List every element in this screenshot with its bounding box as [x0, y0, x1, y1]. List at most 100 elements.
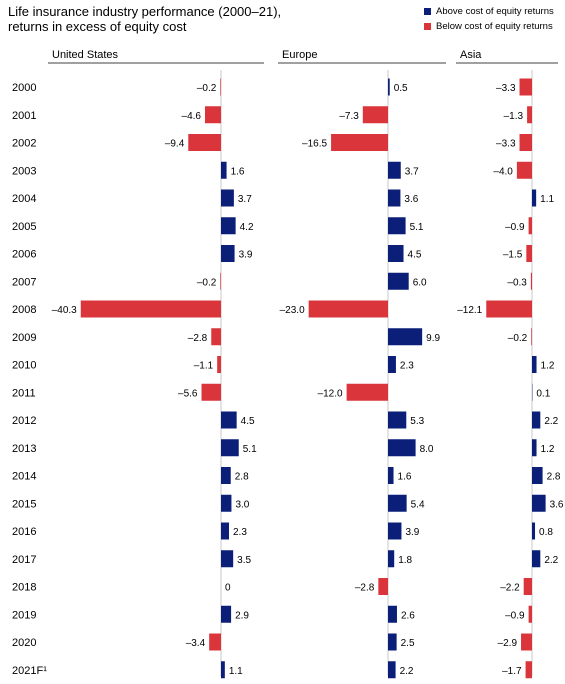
data-label-1-17: 1.8 — [398, 555, 412, 566]
category-label-13: 2013 — [12, 443, 36, 455]
data-label-2-5: –0.9 — [505, 222, 525, 233]
data-label-1-7: 6.0 — [413, 277, 427, 288]
data-label-2-8: –12.1 — [457, 305, 482, 316]
data-label-2-18: –2.2 — [500, 583, 520, 594]
title-line-2: returns in excess of equity cost — [8, 19, 187, 34]
data-label-0-8: –40.3 — [52, 305, 77, 316]
data-label-2-0: –3.3 — [496, 83, 516, 94]
data-label-0-18: 0 — [225, 583, 231, 594]
data-label-1-4: 3.6 — [404, 194, 418, 205]
data-label-0-1: –4.6 — [182, 111, 202, 122]
bar-1-12 — [388, 411, 407, 429]
data-label-1-21: 2.2 — [400, 666, 414, 677]
bar-0-20 — [209, 633, 221, 651]
category-label-3: 2003 — [12, 165, 36, 177]
bar-0-19 — [221, 605, 232, 623]
bar-1-11 — [346, 383, 388, 401]
data-label-2-1: –1.3 — [504, 111, 524, 122]
data-label-2-12: 2.2 — [544, 416, 558, 427]
bar-2-2 — [519, 134, 532, 151]
bar-2-21 — [525, 661, 532, 679]
category-label-15: 2015 — [12, 498, 36, 510]
legend-label-below: Below cost of equity returns — [436, 21, 553, 32]
bar-1-9 — [388, 328, 423, 346]
bar-1-4 — [388, 189, 401, 207]
bar-2-14 — [532, 467, 543, 484]
bar-1-1 — [362, 106, 388, 124]
category-label-6: 2006 — [12, 249, 36, 261]
category-label-5: 2005 — [12, 221, 36, 233]
data-label-2-20: –2.9 — [498, 638, 518, 649]
data-label-1-5: 5.1 — [410, 222, 424, 233]
category-label-0: 2000 — [12, 82, 36, 94]
data-label-1-19: 2.6 — [401, 610, 415, 621]
data-label-2-19: –0.9 — [505, 610, 525, 621]
bar-0-3 — [221, 161, 227, 179]
bar-2-10 — [532, 356, 537, 373]
data-label-1-13: 8.0 — [420, 444, 434, 455]
legend: Above cost of equity returns Below cost … — [424, 4, 554, 34]
data-label-0-0: –0.2 — [197, 83, 217, 94]
data-label-0-13: 5.1 — [243, 444, 257, 455]
data-label-0-10: –1.1 — [194, 361, 214, 372]
bar-2-3 — [516, 161, 532, 179]
panel-title-2: Asia — [460, 49, 482, 61]
category-label-16: 2016 — [12, 526, 36, 538]
data-label-2-11: 0.1 — [536, 388, 550, 399]
data-label-2-21: –1.7 — [502, 666, 522, 677]
data-label-2-6: –1.5 — [503, 250, 523, 261]
bar-0-15 — [221, 494, 232, 512]
data-label-0-3: 1.6 — [231, 166, 245, 177]
bar-2-7 — [530, 272, 532, 290]
data-label-2-3: –4.0 — [493, 166, 513, 177]
data-label-1-12: 5.3 — [410, 416, 424, 427]
bar-2-12 — [532, 411, 541, 429]
data-label-2-4: 1.1 — [540, 194, 554, 205]
category-label-18: 2018 — [12, 582, 36, 594]
data-label-0-21: 1.1 — [229, 666, 243, 677]
bar-1-6 — [388, 245, 404, 262]
bar-0-21 — [221, 661, 225, 679]
data-label-0-9: –2.8 — [188, 333, 208, 344]
bar-0-9 — [211, 328, 221, 346]
bar-0-0 — [220, 78, 221, 96]
category-label-14: 2014 — [12, 471, 36, 483]
bar-0-6 — [221, 245, 235, 262]
bar-2-9 — [531, 328, 532, 346]
category-label-10: 2010 — [12, 360, 36, 372]
data-label-2-16: 0.8 — [539, 527, 553, 538]
data-label-2-7: –0.3 — [507, 277, 527, 288]
bar-1-19 — [388, 605, 397, 623]
bar-2-15 — [532, 494, 546, 512]
bar-2-17 — [532, 550, 541, 568]
bar-0-7 — [220, 272, 221, 290]
title-line-1: Life insurance industry performance (200… — [8, 4, 282, 19]
bar-2-1 — [527, 106, 532, 124]
data-label-0-6: 3.9 — [239, 250, 253, 261]
data-label-1-14: 1.6 — [398, 472, 412, 483]
category-label-2: 2002 — [12, 138, 36, 150]
bar-0-2 — [188, 134, 221, 151]
bar-2-19 — [528, 605, 532, 623]
data-label-2-15: 3.6 — [550, 499, 564, 510]
legend-item-above: Above cost of equity returns — [424, 4, 554, 19]
data-label-0-7: –0.2 — [197, 277, 217, 288]
data-label-1-2: –16.5 — [302, 139, 327, 150]
category-label-8: 2008 — [12, 304, 36, 316]
data-label-1-15: 5.4 — [411, 499, 425, 510]
bar-1-5 — [388, 217, 406, 235]
chart-title: Life insurance industry performance (200… — [8, 4, 281, 34]
bar-1-15 — [388, 494, 407, 512]
panel-title-1: Europe — [282, 49, 317, 61]
data-label-0-17: 3.5 — [237, 555, 251, 566]
category-label-1: 2001 — [12, 110, 36, 122]
category-label-21: 2021F¹ — [12, 665, 47, 677]
bar-2-6 — [526, 245, 532, 262]
data-label-0-20: –3.4 — [186, 638, 206, 649]
bar-2-16 — [532, 522, 536, 540]
category-label-9: 2009 — [12, 332, 36, 344]
bar-0-1 — [204, 106, 221, 124]
category-label-12: 2012 — [12, 415, 36, 427]
bar-2-4 — [532, 189, 537, 207]
